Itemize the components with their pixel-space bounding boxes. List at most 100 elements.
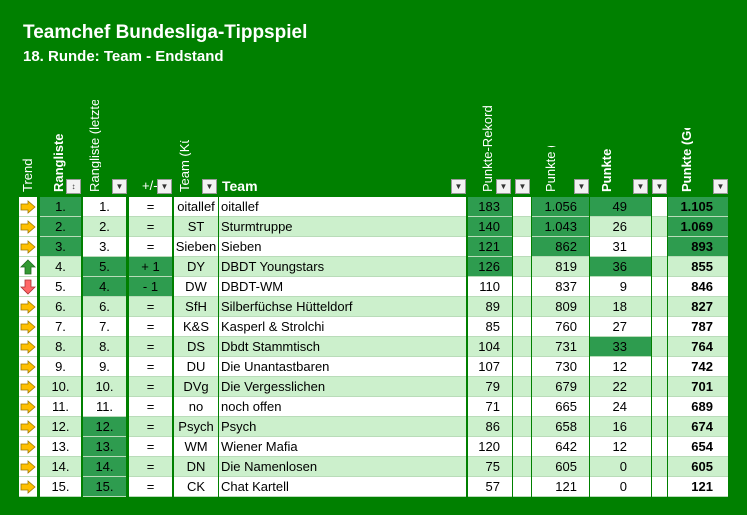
rekord-cell: 140 (468, 217, 512, 237)
trend-same-icon (19, 297, 37, 317)
blank-cell (652, 337, 667, 357)
rekord-cell: 107 (468, 357, 512, 377)
punkte-gesamt-cell: 764 (668, 337, 728, 357)
diff-cell: = (129, 357, 172, 377)
blank-cell (652, 317, 667, 337)
blank-cell (513, 457, 531, 477)
header-diff: +/- (142, 178, 158, 193)
trend-up-icon (19, 257, 37, 277)
prev-rank-cell: 11. (83, 397, 126, 417)
blank-cell (513, 257, 531, 277)
prev-rank-cell: 3. (83, 237, 126, 257)
punkte-gesamt-cell: 121 (668, 477, 728, 497)
diff-cell: = (129, 217, 172, 237)
team-short-cell: no (174, 397, 218, 417)
header-punkte-bisher: Punkte (bisher) (544, 146, 557, 192)
prev-rank-cell: 7. (83, 317, 126, 337)
punkte-bisher-cell: 862 (532, 237, 589, 257)
chevron-down-icon: ▼ (160, 181, 169, 191)
punkte-gesamt-cell: 787 (668, 317, 728, 337)
filter-button-col-k[interactable]: ▼ (515, 179, 530, 194)
chevron-down-icon: ▼ (636, 181, 645, 191)
filter-button-col-p[interactable]: ▼ (652, 179, 667, 194)
filter-button-rangliste[interactable]: ↕ (66, 179, 81, 194)
punkte-bisher-cell: 121 (532, 477, 589, 497)
rekord-cell: 71 (468, 397, 512, 417)
rank-cell: 7. (40, 317, 81, 337)
punkte-neu-cell: 22 (590, 377, 651, 397)
team-name-cell: noch offen (219, 397, 466, 417)
filter-button-punkte-neu[interactable]: ▼ (633, 179, 648, 194)
filter-button-punkte-gesamt[interactable]: ▼ (713, 179, 728, 194)
trend-same-icon (19, 197, 37, 217)
filter-button-team-short[interactable]: ▼ (202, 179, 217, 194)
rank-cell: 15. (40, 477, 81, 497)
rank-cell: 13. (40, 437, 81, 457)
punkte-gesamt-cell: 674 (668, 417, 728, 437)
punkte-bisher-cell: 809 (532, 297, 589, 317)
prev-rank-cell: 9. (83, 357, 126, 377)
punkte-bisher-cell: 730 (532, 357, 589, 377)
rekord-cell: 104 (468, 337, 512, 357)
blank-cell (652, 217, 667, 237)
team-short-cell: DS (174, 337, 218, 357)
punkte-neu-cell: 12 (590, 437, 651, 457)
blank-cell (652, 257, 667, 277)
filter-button-rangliste-prev[interactable]: ▼ (112, 179, 127, 194)
filter-button-rekord[interactable]: ▼ (496, 179, 511, 194)
team-short-cell: Psych (174, 417, 218, 437)
blank-cell (652, 197, 667, 217)
team-name-cell: Silberfüchse Hütteldorf (219, 297, 466, 317)
chevron-down-icon: ▼ (577, 181, 586, 191)
punkte-neu-cell: 33 (590, 337, 651, 357)
blank-cell (513, 417, 531, 437)
rank-cell: 2. (40, 217, 81, 237)
punkte-gesamt-cell: 846 (668, 277, 728, 297)
page-subtitle: 18. Runde: Team - Endstand (23, 48, 224, 65)
team-short-cell: DY (174, 257, 218, 277)
trend-same-icon (19, 337, 37, 357)
rekord-cell: 85 (468, 317, 512, 337)
filter-button-punkte-bisher[interactable]: ▼ (574, 179, 589, 194)
blank-cell (513, 197, 531, 217)
filter-button-diff[interactable]: ▼ (157, 179, 172, 194)
diff-cell: = (129, 297, 172, 317)
team-name-cell: Sieben (219, 237, 466, 257)
team-name-cell: Dbdt Stammtisch (219, 337, 466, 357)
punkte-bisher-cell: 642 (532, 437, 589, 457)
sort-icon: ↕ (71, 181, 76, 191)
team-short-cell: CK (174, 477, 218, 497)
header-rangliste-prev: Rangliste (letzte Runde) (88, 100, 101, 192)
blank-cell (652, 477, 667, 497)
filter-button-team[interactable]: ▼ (451, 179, 466, 194)
blank-cell (513, 477, 531, 497)
team-name-cell: Wiener Mafia (219, 437, 466, 457)
blank-cell (652, 297, 667, 317)
rekord-cell: 86 (468, 417, 512, 437)
rekord-cell: 126 (468, 257, 512, 277)
rekord-cell: 57 (468, 477, 512, 497)
diff-cell: = (129, 457, 172, 477)
diff-cell: = (129, 437, 172, 457)
rekord-cell: 110 (468, 277, 512, 297)
prev-rank-cell: 5. (83, 257, 126, 277)
rank-cell: 1. (40, 197, 81, 217)
team-name-cell: Kasperl & Strolchi (219, 317, 466, 337)
diff-cell: = (129, 237, 172, 257)
punkte-bisher-cell: 658 (532, 417, 589, 437)
blank-cell (652, 357, 667, 377)
team-short-cell: SfH (174, 297, 218, 317)
header-punkte-gesamt: Punkte (Gesamt) (680, 128, 693, 192)
punkte-gesamt-cell: 689 (668, 397, 728, 417)
chevron-down-icon: ▼ (499, 181, 508, 191)
blank-cell (513, 237, 531, 257)
punkte-bisher-cell: 1.043 (532, 217, 589, 237)
team-name-cell: Sturmtruppe (219, 217, 466, 237)
punkte-gesamt-cell: 654 (668, 437, 728, 457)
header-rangliste: Rangliste (51, 133, 66, 192)
team-name-cell: Die Unantastbaren (219, 357, 466, 377)
blank-cell (652, 377, 667, 397)
trend-same-icon (19, 417, 37, 437)
diff-cell: = (129, 477, 172, 497)
punkte-neu-cell: 9 (590, 277, 651, 297)
